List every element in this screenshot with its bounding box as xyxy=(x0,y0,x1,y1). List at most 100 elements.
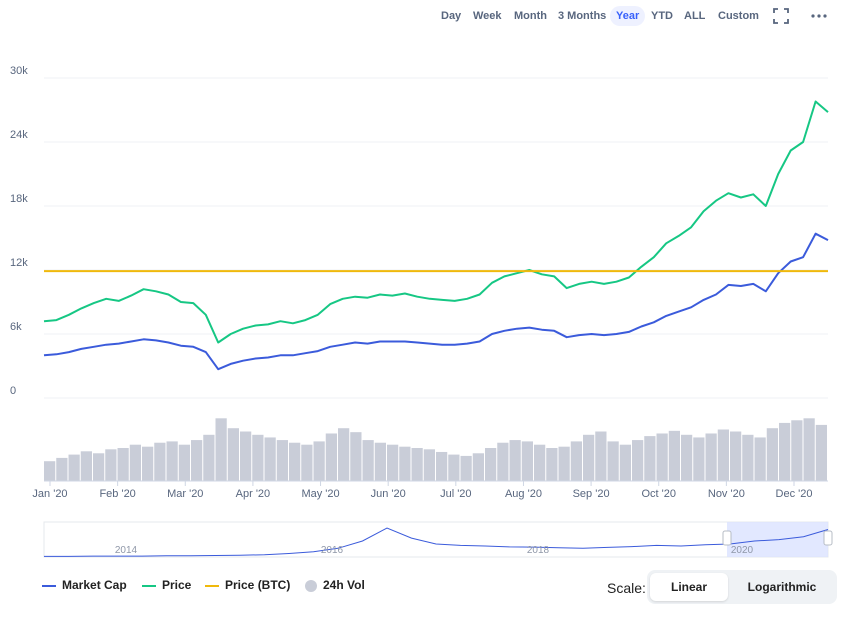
volume-dot-icon xyxy=(305,579,317,592)
volume-bar xyxy=(668,430,680,481)
volume-bar xyxy=(313,441,325,481)
series-line-market-cap xyxy=(43,232,829,371)
volume-bar xyxy=(289,442,301,481)
x-tick-label: Oct '20 xyxy=(641,488,676,500)
volume-bar xyxy=(276,440,288,481)
volume-bar xyxy=(399,446,411,481)
legend-item-price[interactable]: Price xyxy=(142,576,191,594)
volume-bar xyxy=(154,442,166,481)
volume-bar xyxy=(227,428,239,481)
y-tick-label: 30k xyxy=(10,65,28,77)
legend-label: Price xyxy=(162,578,192,592)
y-tick-label: 18k xyxy=(10,193,28,205)
volume-bar xyxy=(460,455,472,481)
volume-bar xyxy=(558,446,570,481)
volume-bar xyxy=(423,449,435,481)
volume-bar xyxy=(705,433,717,481)
x-tick-label: Nov '20 xyxy=(708,488,745,500)
volume-bar xyxy=(730,431,742,481)
volume-bar xyxy=(178,444,190,481)
volume-bar xyxy=(534,444,546,481)
legend-item-24h-vol[interactable]: 24h Vol xyxy=(305,576,365,594)
volume-bar xyxy=(129,444,141,481)
range-week-button[interactable]: Week xyxy=(473,10,502,22)
volume-bar xyxy=(791,420,803,481)
navigator-year-label: 2018 xyxy=(527,545,550,556)
navigator-left-handle[interactable] xyxy=(722,530,732,546)
range-year-button[interactable]: Year xyxy=(610,6,646,26)
navigator-frame xyxy=(43,521,829,558)
volume-bar xyxy=(325,433,337,481)
legend-item-price-btc[interactable]: Price (BTC) xyxy=(205,576,290,594)
volume-bar xyxy=(374,442,386,481)
volume-bar xyxy=(472,453,484,481)
fullscreen-icon[interactable] xyxy=(773,8,791,24)
volume-bar xyxy=(44,461,56,481)
legend-label: 24h Vol xyxy=(323,578,365,592)
navigator-year-label: 2014 xyxy=(115,545,138,556)
market-cap-swatch-icon xyxy=(42,584,56,587)
volume-bar xyxy=(240,431,252,481)
price-btc-swatch-icon xyxy=(205,584,219,587)
range-3months-button[interactable]: 3 Months xyxy=(558,10,607,22)
range-day-button[interactable]: Day xyxy=(441,10,462,22)
x-tick-label: Mar '20 xyxy=(167,488,203,500)
volume-bar xyxy=(619,444,631,481)
volume-bar xyxy=(166,441,178,481)
volume-bar xyxy=(80,451,92,481)
y-tick-label: 24k xyxy=(10,129,28,141)
volume-bar xyxy=(815,424,827,481)
scale-linear-button[interactable]: Linear xyxy=(650,573,728,601)
volume-bar xyxy=(632,440,644,481)
range-custom-button[interactable]: Custom xyxy=(718,10,759,22)
volume-bar xyxy=(754,437,766,481)
y-tick-label: 0 xyxy=(10,385,16,397)
volume-bar xyxy=(570,441,582,481)
volume-bar xyxy=(595,431,607,481)
volume-bar xyxy=(779,422,791,481)
volume-bar xyxy=(448,454,460,481)
scale-toggle: Linear Logarithmic xyxy=(647,570,837,604)
x-tick-label: Feb '20 xyxy=(99,488,135,500)
volume-bar xyxy=(93,453,105,481)
volume-bar xyxy=(497,442,509,481)
range-all-button[interactable]: ALL xyxy=(684,10,706,22)
price-swatch-icon xyxy=(142,584,156,587)
volume-bar xyxy=(766,428,778,481)
volume-bar xyxy=(742,434,754,481)
volume-bar xyxy=(509,440,521,481)
x-tick-label: Jun '20 xyxy=(371,488,406,500)
volume-bar xyxy=(215,418,227,481)
volume-bar xyxy=(521,441,533,481)
volume-bar xyxy=(350,432,362,481)
x-tick-label: Dec '20 xyxy=(776,488,813,500)
volume-bar xyxy=(191,440,203,481)
scale-logarithmic-button[interactable]: Logarithmic xyxy=(747,580,817,594)
volume-bar xyxy=(546,448,558,481)
volume-bar xyxy=(644,436,656,481)
y-tick-label: 12k xyxy=(10,257,28,269)
legend-label: Market Cap xyxy=(62,578,127,592)
volume-bar xyxy=(717,429,729,481)
navigator-right-handle[interactable] xyxy=(823,530,833,546)
navigator-year-label: 2016 xyxy=(321,545,344,556)
volume-bar xyxy=(693,437,705,481)
volume-bar xyxy=(264,437,276,481)
x-tick-label: May '20 xyxy=(301,488,339,500)
volume-bar xyxy=(387,444,399,481)
volume-bar xyxy=(607,441,619,481)
more-options-icon[interactable] xyxy=(810,8,828,24)
x-tick-label: Jan '20 xyxy=(32,488,67,500)
handle-grip-icon xyxy=(823,530,833,546)
range-ytd-button[interactable]: YTD xyxy=(651,10,673,22)
toolbar: Day Week Month 3 Months Year YTD ALL Cus… xyxy=(0,6,847,26)
x-tick-label: Jul '20 xyxy=(440,488,471,500)
volume-bar xyxy=(142,446,154,481)
legend-label: Price (BTC) xyxy=(225,578,291,592)
volume-bar xyxy=(803,418,815,481)
volume-bar xyxy=(583,434,595,481)
volume-bar xyxy=(56,457,68,481)
x-tick-label: Aug '20 xyxy=(505,488,542,500)
range-month-button[interactable]: Month xyxy=(514,10,547,22)
legend-item-market-cap[interactable]: Market Cap xyxy=(42,576,127,594)
